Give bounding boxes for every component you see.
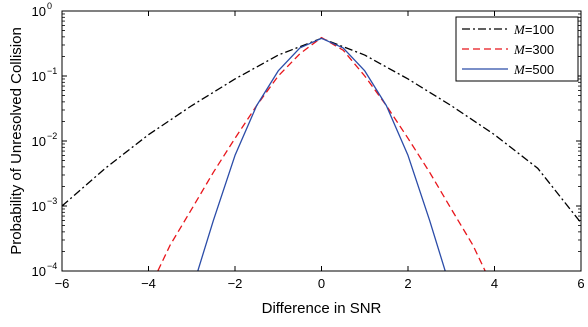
legend-entry: M=500	[513, 62, 554, 77]
y-axis-label: Probability of Unresolved Collision	[8, 27, 25, 255]
y-tick-label: 10	[32, 134, 46, 149]
x-tick-label: 0	[318, 276, 325, 291]
y-tick-exponent: −3	[47, 196, 57, 206]
x-tick-label: −6	[55, 276, 70, 291]
legend: M=100 M=300 M=500	[455, 16, 579, 82]
x-tick-label: −2	[228, 276, 243, 291]
y-tick-exponent: −4	[47, 261, 57, 271]
y-tick-label: 10	[32, 264, 46, 279]
y-tick-exponent: −1	[47, 66, 57, 76]
series-layer	[62, 36, 581, 271]
legend-entry: M=100	[513, 22, 554, 37]
y-tick-label: 10	[32, 4, 46, 19]
x-tick-label: 4	[491, 276, 498, 291]
series-line	[157, 36, 486, 271]
x-tick-label: 2	[404, 276, 411, 291]
y-tick-exponent: −2	[47, 131, 57, 141]
series-line	[197, 37, 446, 271]
legend-entry: M=300	[513, 42, 554, 57]
plot-frame	[61, 10, 582, 272]
y-tick-label: 10	[32, 199, 46, 214]
x-tick-label: 6	[577, 276, 584, 291]
x-tick-label: −4	[141, 276, 156, 291]
y-tick-label: 10	[32, 69, 46, 84]
y-tick-exponent: 0	[47, 1, 52, 11]
x-axis-label: Difference in SNR	[262, 300, 382, 317]
